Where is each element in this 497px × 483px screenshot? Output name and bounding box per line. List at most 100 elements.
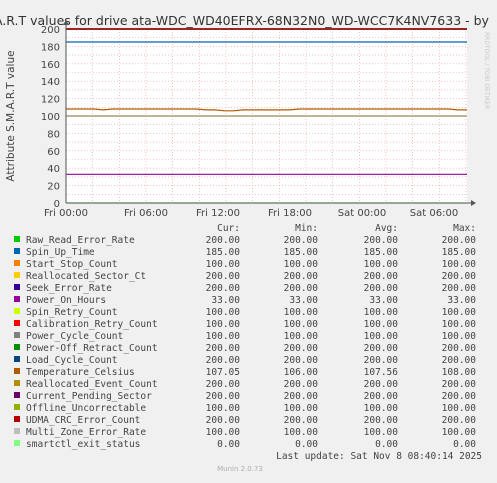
legend-swatch (14, 344, 20, 350)
legend-max-value: 100.00 (442, 427, 477, 438)
legend-min-value: 200.00 (284, 271, 319, 282)
legend-min-value: 100.00 (284, 427, 319, 438)
legend-max-value: 200.00 (442, 355, 477, 366)
legend-max-value: 200.00 (442, 415, 477, 426)
legend-cur-value: 200.00 (206, 415, 241, 426)
y-tick-label: 200 (41, 25, 60, 36)
legend-max-value: 33.00 (447, 295, 476, 306)
legend-cur-value: 100.00 (206, 331, 241, 342)
legend-swatch (14, 356, 20, 362)
y-tick-label: 80 (47, 129, 60, 140)
legend-min-value: 106.00 (284, 367, 319, 378)
legend-avg-value: 100.00 (364, 319, 399, 330)
legend-swatch (14, 380, 20, 386)
y-tick-label: 140 (41, 77, 60, 88)
legend-min-value: 200.00 (284, 415, 319, 426)
legend-cur-value: 200.00 (206, 379, 241, 390)
y-tick-label: 60 (47, 147, 60, 158)
legend-min-value: 200.00 (284, 343, 319, 354)
legend-min-value: 200.00 (284, 391, 319, 402)
legend-series-name: Power_On_Hours (26, 295, 106, 306)
legend-col-header: Cur: (217, 223, 240, 234)
legend-min-value: 100.00 (284, 259, 319, 270)
legend-series-name: Offline_Uncorrectable (26, 403, 146, 414)
y-tick-label: 100 (41, 112, 60, 123)
legend-series-name: Spin_Up_Time (26, 247, 95, 258)
legend-cur-value: 200.00 (206, 235, 241, 246)
legend-avg-value: 100.00 (364, 307, 399, 318)
legend-max-value: 100.00 (442, 403, 477, 414)
legend-swatch (14, 296, 20, 302)
legend-cur-value: 200.00 (206, 283, 241, 294)
legend-series-name: Power-Off_Retract_Count (26, 343, 158, 354)
legend-swatch (14, 320, 20, 326)
legend-avg-value: 185.00 (364, 247, 399, 258)
y-tick-label: 160 (41, 60, 60, 71)
legend-cur-value: 107.05 (206, 367, 240, 378)
legend-avg-value: 200.00 (364, 355, 399, 366)
y-axis-arrow-icon (63, 20, 69, 25)
legend-min-value: 100.00 (284, 319, 319, 330)
legend-min-value: 100.00 (284, 307, 319, 318)
legend-min-value: 200.00 (284, 235, 319, 246)
legend-series-name: Power_Cycle_Count (26, 331, 123, 342)
y-tick-label: 20 (47, 182, 60, 193)
legend-avg-value: 100.00 (364, 331, 399, 342)
legend-swatch (14, 284, 20, 290)
chart-title: A.R.T values for drive ata-WDC_WD40EFRX-… (0, 13, 490, 28)
legend-avg-value: 0.00 (375, 439, 398, 450)
legend-avg-value: 33.00 (369, 295, 398, 306)
legend-series-name: Spin_Retry_Count (26, 307, 118, 318)
x-tick-label: Fri 00:00 (44, 208, 88, 219)
legend-max-value: 200.00 (442, 391, 477, 402)
y-tick-label: 180 (41, 42, 60, 53)
x-tick-label: Fri 06:00 (124, 208, 168, 219)
legend-swatch (14, 248, 20, 254)
legend-series-name: smartctl_exit_status (26, 439, 140, 450)
legend-swatch (14, 332, 20, 338)
legend-avg-value: 200.00 (364, 235, 399, 246)
legend-avg-value: 200.00 (364, 379, 399, 390)
legend-max-value: 100.00 (442, 331, 477, 342)
legend-swatch (14, 404, 20, 410)
legend-max-value: 200.00 (442, 271, 477, 282)
legend-avg-value: 200.00 (364, 283, 399, 294)
legend-min-value: 185.00 (284, 247, 319, 258)
x-tick-label: Fri 12:00 (196, 208, 240, 219)
legend-cur-value: 100.00 (206, 259, 241, 270)
legend-cur-value: 200.00 (206, 355, 241, 366)
legend-series-name: Reallocated_Sector_Ct (26, 271, 146, 282)
legend-series-name: Calibration_Retry_Count (26, 319, 158, 330)
y-tick-label: 120 (41, 95, 60, 106)
legend-avg-value: 200.00 (364, 415, 399, 426)
legend-cur-value: 100.00 (206, 403, 241, 414)
legend-series-name: UDMA_CRC_Error_Count (26, 415, 140, 426)
legend-max-value: 200.00 (442, 379, 477, 390)
legend-series-name: Load_Cycle_Count (26, 355, 118, 366)
legend-min-value: 200.00 (284, 379, 319, 390)
y-tick-label: 0 (54, 199, 60, 210)
legend-avg-value: 100.00 (364, 427, 399, 438)
legend-cur-value: 200.00 (206, 343, 241, 354)
legend-series-name: Reallocated_Event_Count (26, 379, 158, 390)
series-line-temperature-celsius (66, 108, 467, 112)
legend-max-value: 200.00 (442, 343, 477, 354)
x-tick-label: Sat 06:00 (410, 208, 458, 219)
legend-cur-value: 100.00 (206, 319, 241, 330)
legend-max-value: 200.00 (442, 235, 477, 246)
legend-cur-value: 0.00 (217, 439, 240, 450)
legend-max-value: 100.00 (442, 307, 477, 318)
legend-avg-value: 107.56 (364, 367, 399, 378)
legend-min-value: 33.00 (289, 295, 318, 306)
legend-swatch (14, 236, 20, 242)
last-update-text: Last update: Sat Nov 8 08:40:14 2025 (276, 451, 482, 462)
legend-min-value: 100.00 (284, 331, 319, 342)
legend-swatch (14, 428, 20, 434)
legend-cur-value: 200.00 (206, 391, 241, 402)
legend-cur-value: 33.00 (211, 295, 240, 306)
legend-avg-value: 200.00 (364, 271, 399, 282)
legend-swatch (14, 308, 20, 314)
legend-swatch (14, 416, 20, 422)
